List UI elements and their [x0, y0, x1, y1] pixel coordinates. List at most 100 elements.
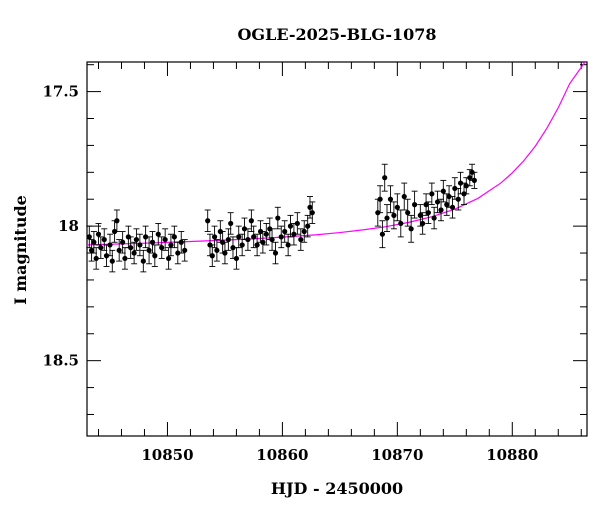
- data-point: [455, 188, 462, 211]
- data-point: [425, 201, 432, 224]
- data-point: [431, 206, 438, 230]
- data-point: [136, 233, 143, 257]
- data-point: [211, 225, 218, 249]
- x-tick-label: 10850: [141, 446, 193, 464]
- data-point: [90, 231, 97, 254]
- data-point: [377, 185, 384, 214]
- data-point: [463, 177, 470, 195]
- data-marker: [251, 234, 257, 240]
- data-marker: [91, 239, 97, 245]
- data-point: [259, 231, 266, 254]
- data-marker: [146, 247, 152, 253]
- data-marker: [120, 239, 126, 245]
- data-marker: [457, 180, 464, 186]
- data-point: [155, 222, 162, 246]
- y-tick-label: 18.5: [42, 352, 79, 370]
- data-point: [387, 185, 394, 214]
- data-marker: [387, 196, 394, 202]
- data-point: [419, 212, 426, 235]
- x-axis-label: HJD - 2450000: [271, 479, 403, 498]
- data-marker: [285, 242, 291, 248]
- data-marker: [109, 258, 115, 264]
- data-marker: [239, 242, 245, 248]
- data-point: [287, 214, 294, 238]
- data-point: [171, 225, 178, 249]
- data-point: [471, 171, 478, 189]
- data-point: [209, 244, 216, 267]
- data-marker: [275, 215, 281, 221]
- data-marker: [305, 223, 311, 229]
- model-curve-layer: [87, 62, 586, 246]
- data-point: [397, 209, 404, 238]
- data-marker: [107, 242, 113, 248]
- data-marker: [222, 250, 228, 256]
- data-point: [309, 201, 316, 224]
- data-point: [221, 241, 228, 265]
- data-marker: [429, 191, 435, 197]
- data-marker: [260, 239, 266, 245]
- data-marker: [301, 228, 307, 235]
- data-marker: [278, 234, 284, 240]
- data-marker: [178, 239, 184, 245]
- data-marker: [282, 228, 288, 235]
- x-tick-label: 10870: [371, 446, 423, 464]
- data-marker: [248, 218, 254, 224]
- data-marker: [379, 231, 386, 237]
- data-marker: [408, 226, 414, 232]
- data-marker: [307, 204, 313, 210]
- data-point: [379, 220, 386, 249]
- data-marker: [98, 245, 104, 251]
- data-marker: [103, 253, 110, 259]
- data-marker: [209, 253, 215, 259]
- data-point: [158, 236, 165, 259]
- data-marker: [168, 242, 174, 248]
- data-marker: [114, 218, 120, 224]
- data-marker: [166, 255, 172, 262]
- data-marker: [95, 231, 102, 237]
- data-point: [244, 228, 251, 251]
- data-marker: [263, 231, 269, 237]
- data-point: [394, 193, 401, 222]
- data-point: [225, 228, 232, 251]
- data-point: [93, 247, 100, 270]
- data-point: [142, 225, 149, 249]
- data-point: [133, 228, 140, 251]
- data-marker: [228, 220, 234, 227]
- data-marker: [420, 220, 426, 227]
- data-point: [297, 228, 304, 251]
- data-marker: [128, 245, 134, 251]
- data-marker: [254, 242, 260, 248]
- data-marker: [143, 234, 149, 240]
- data-point: [213, 239, 220, 262]
- data-point: [86, 225, 93, 249]
- data-point: [449, 196, 456, 219]
- data-marker: [423, 202, 429, 208]
- data-point: [229, 236, 236, 259]
- data-marker: [440, 188, 446, 194]
- data-marker: [401, 193, 407, 200]
- data-point: [274, 206, 281, 230]
- data-point: [301, 220, 308, 243]
- data-point: [113, 209, 120, 232]
- data-marker: [93, 255, 99, 262]
- data-marker: [398, 220, 404, 227]
- data-points-layer: [86, 163, 478, 273]
- data-point: [204, 209, 211, 232]
- data-point: [404, 198, 411, 227]
- data-marker: [162, 236, 168, 243]
- data-marker: [101, 236, 107, 243]
- data-point: [272, 241, 279, 265]
- chart-title: OGLE-2025-BLG-1078: [237, 25, 436, 44]
- data-point: [241, 217, 248, 241]
- data-marker: [391, 212, 397, 218]
- data-marker: [467, 175, 473, 181]
- data-marker: [394, 204, 400, 210]
- data-point: [250, 225, 257, 249]
- data-marker: [384, 215, 390, 221]
- data-marker: [269, 236, 275, 243]
- data-marker: [236, 234, 242, 240]
- data-point: [140, 249, 147, 273]
- data-marker: [182, 247, 188, 253]
- data-marker: [463, 183, 469, 189]
